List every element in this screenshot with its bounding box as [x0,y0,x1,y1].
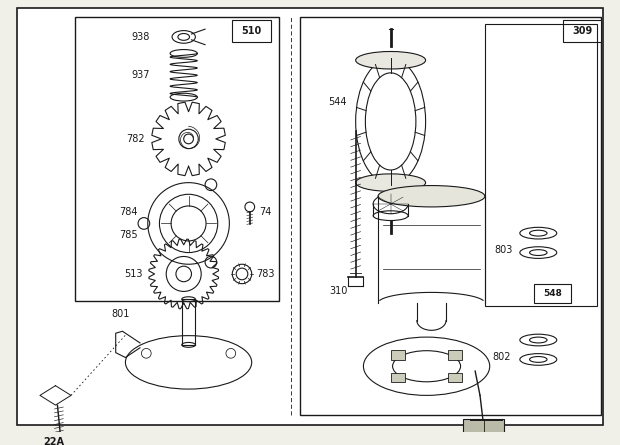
Bar [391,372,405,382]
Bar [485,24,596,306]
Bar [232,20,271,42]
Bar [448,372,462,382]
Ellipse shape [378,186,485,207]
Text: 785: 785 [120,230,138,240]
Bar [300,17,601,415]
Ellipse shape [356,52,425,69]
Text: 309: 309 [572,26,592,36]
Text: 544: 544 [329,97,347,107]
Ellipse shape [356,174,425,191]
Bar [75,17,279,301]
Text: 801: 801 [112,309,130,319]
Text: 22A: 22A [43,437,64,445]
Bar [391,350,405,360]
Text: 937: 937 [131,70,149,80]
Bar [448,350,462,360]
Bar [534,283,571,303]
Text: 783: 783 [257,269,275,279]
Text: 510: 510 [242,26,262,36]
Text: 310: 310 [329,287,347,296]
Text: 938: 938 [131,32,149,42]
Text: 74: 74 [260,207,272,217]
Bar [562,20,601,42]
Bar [464,419,504,436]
Text: 782: 782 [126,134,145,144]
Text: 513: 513 [125,269,143,279]
Text: 784: 784 [120,207,138,217]
Text: 548: 548 [543,289,562,298]
Text: 802: 802 [493,352,511,361]
Text: 803: 803 [495,245,513,255]
